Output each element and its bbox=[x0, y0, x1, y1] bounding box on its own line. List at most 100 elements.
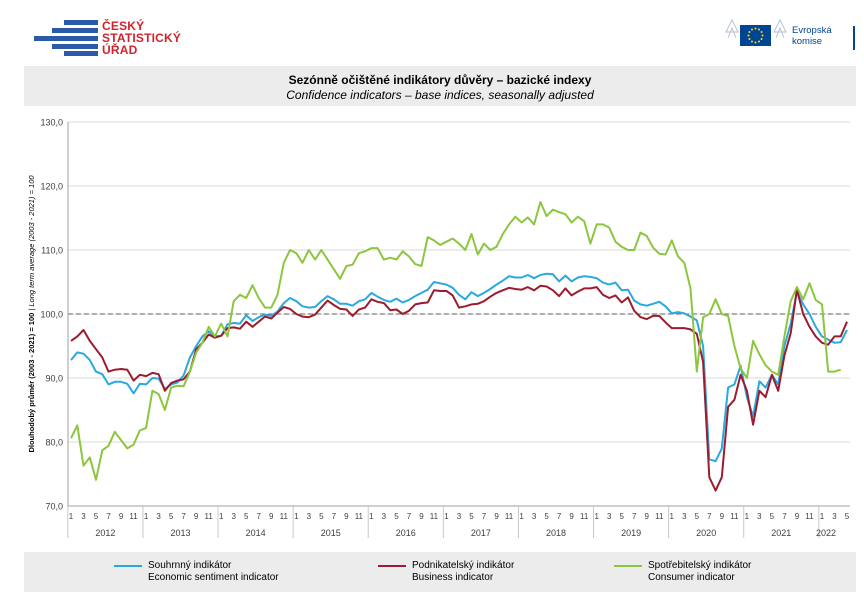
month-tick-label: 3 bbox=[532, 512, 537, 521]
svg-text:Dlouhodobý průměr (2003 - 2021: Dlouhodobý průměr (2003 - 2021) = 100 | … bbox=[27, 175, 36, 453]
month-tick-label: 1 bbox=[745, 512, 750, 521]
month-tick-label: 11 bbox=[505, 512, 514, 521]
year-label: 2022 bbox=[816, 528, 836, 538]
month-tick-label: 3 bbox=[231, 512, 236, 521]
month-tick-label: 1 bbox=[294, 512, 299, 521]
chart-title-cz: Sezónně očištěné indikátory důvěry – baz… bbox=[288, 73, 592, 87]
month-tick-label: 3 bbox=[81, 512, 86, 521]
month-tick-label: 3 bbox=[156, 512, 161, 521]
month-tick-label: 11 bbox=[129, 512, 138, 521]
year-label: 2021 bbox=[771, 528, 791, 538]
series-line-1 bbox=[70, 284, 848, 492]
month-tick-label: 11 bbox=[580, 512, 589, 521]
month-tick-label: 11 bbox=[430, 512, 439, 521]
year-label: 2016 bbox=[396, 528, 416, 538]
legend-label-cz: Souhrnný indikátor bbox=[148, 560, 232, 571]
month-tick-label: 11 bbox=[655, 512, 664, 521]
month-tick-label: 5 bbox=[394, 512, 399, 521]
month-tick-label: 9 bbox=[569, 512, 574, 521]
month-tick-label: 7 bbox=[632, 512, 637, 521]
csu-bars-logo-icon bbox=[34, 20, 98, 56]
year-label: 2018 bbox=[546, 528, 566, 538]
legend-label-en: Consumer indicator bbox=[648, 572, 735, 583]
year-label: 2020 bbox=[696, 528, 716, 538]
month-tick-label: 11 bbox=[730, 512, 739, 521]
month-tick-label: 3 bbox=[307, 512, 312, 521]
month-tick-label: 9 bbox=[194, 512, 199, 521]
csu-logo-line1: ČESKÝ bbox=[102, 19, 145, 33]
month-tick-label: 5 bbox=[319, 512, 324, 521]
month-tick-label: 1 bbox=[594, 512, 599, 521]
month-tick-label: 1 bbox=[519, 512, 524, 521]
month-tick-label: 9 bbox=[645, 512, 650, 521]
month-tick-label: 9 bbox=[119, 512, 124, 521]
chart-title-en: Confidence indicators – base indices, se… bbox=[286, 88, 594, 102]
month-tick-label: 9 bbox=[494, 512, 499, 521]
series-line-2 bbox=[70, 201, 841, 481]
month-tick-label: 7 bbox=[332, 512, 337, 521]
y-tick-label: 100,0 bbox=[40, 310, 63, 320]
month-tick-label: 9 bbox=[269, 512, 274, 521]
year-label: 2017 bbox=[471, 528, 491, 538]
month-tick-label: 11 bbox=[280, 512, 289, 521]
month-tick-label: 5 bbox=[169, 512, 174, 521]
month-tick-label: 7 bbox=[106, 512, 111, 521]
year-label: 2013 bbox=[171, 528, 191, 538]
series-line-0 bbox=[70, 272, 848, 463]
legend-item-business: Podnikatelský indikátor Business indicat… bbox=[378, 560, 515, 584]
legend-swatch-consumer bbox=[614, 565, 642, 567]
month-tick-label: 11 bbox=[205, 512, 214, 521]
legend-item-consumer: Spotřebitelský indikátor Consumer indica… bbox=[614, 560, 752, 584]
month-tick-label: 1 bbox=[444, 512, 449, 521]
month-tick-label: 5 bbox=[619, 512, 624, 521]
month-tick-label: 1 bbox=[144, 512, 149, 521]
y-tick-label: 80,0 bbox=[45, 438, 63, 448]
y-tick-label: 110,0 bbox=[41, 246, 63, 256]
year-label: 2014 bbox=[246, 528, 266, 538]
month-tick-label: 3 bbox=[457, 512, 462, 521]
legend-label-en: Economic sentiment indicator bbox=[148, 572, 279, 583]
month-tick-label: 3 bbox=[832, 512, 837, 521]
month-tick-label: 11 bbox=[805, 512, 814, 521]
month-tick-label: 7 bbox=[482, 512, 487, 521]
month-tick-label: 7 bbox=[407, 512, 412, 521]
month-tick-label: 5 bbox=[770, 512, 775, 521]
y-axis-title: Dlouhodobý průměr (2003 - 2021) = 100 | … bbox=[27, 175, 36, 453]
month-tick-label: 3 bbox=[607, 512, 612, 521]
month-tick-label: 5 bbox=[244, 512, 249, 521]
legend-label-en: Business indicator bbox=[412, 572, 494, 583]
legend: Souhrnný indikátor Economic sentiment in… bbox=[24, 552, 856, 592]
month-tick-label: 1 bbox=[69, 512, 74, 521]
month-tick-label: 9 bbox=[795, 512, 800, 521]
legend-item-economic-sentiment: Souhrnný indikátor Economic sentiment in… bbox=[114, 560, 279, 584]
legend-label-cz: Podnikatelský indikátor bbox=[412, 560, 515, 571]
month-tick-label: 5 bbox=[845, 512, 850, 521]
month-tick-label: 7 bbox=[181, 512, 186, 521]
chart-title-box: Sezónně očištěné indikátory důvěry – baz… bbox=[24, 66, 856, 106]
month-tick-label: 11 bbox=[355, 512, 364, 521]
y-tick-label: 130,0 bbox=[40, 118, 63, 128]
y-axis-title-cz: Dlouhodobý průměr (2003 - 2021) = 100 bbox=[27, 313, 36, 453]
month-tick-label: 7 bbox=[557, 512, 562, 521]
month-tick-label: 9 bbox=[419, 512, 424, 521]
month-tick-label: 9 bbox=[344, 512, 349, 521]
legend-swatch-business bbox=[378, 565, 406, 567]
month-tick-label: 1 bbox=[670, 512, 675, 521]
eu-logo-line2: komise bbox=[792, 36, 823, 47]
month-tick-label: 7 bbox=[257, 512, 262, 521]
month-tick-label: 3 bbox=[682, 512, 687, 521]
y-axis-title-en: | Long term average (2003 - 2021) = 100 bbox=[27, 175, 36, 313]
csu-logo-line2: STATISTICKÝ bbox=[102, 31, 182, 45]
y-tick-label: 70,0 bbox=[45, 502, 63, 512]
month-tick-label: 9 bbox=[720, 512, 725, 521]
year-label: 2019 bbox=[621, 528, 641, 538]
month-tick-label: 5 bbox=[94, 512, 99, 521]
month-tick-label: 1 bbox=[219, 512, 224, 521]
month-tick-label: 3 bbox=[757, 512, 762, 521]
month-tick-label: 7 bbox=[707, 512, 712, 521]
csu-logo-line3: ÚŘAD bbox=[102, 43, 138, 57]
month-tick-label: 7 bbox=[782, 512, 787, 521]
y-tick-label: 90,0 bbox=[45, 374, 63, 384]
legend-label-cz: Spotřebitelský indikátor bbox=[648, 560, 752, 571]
